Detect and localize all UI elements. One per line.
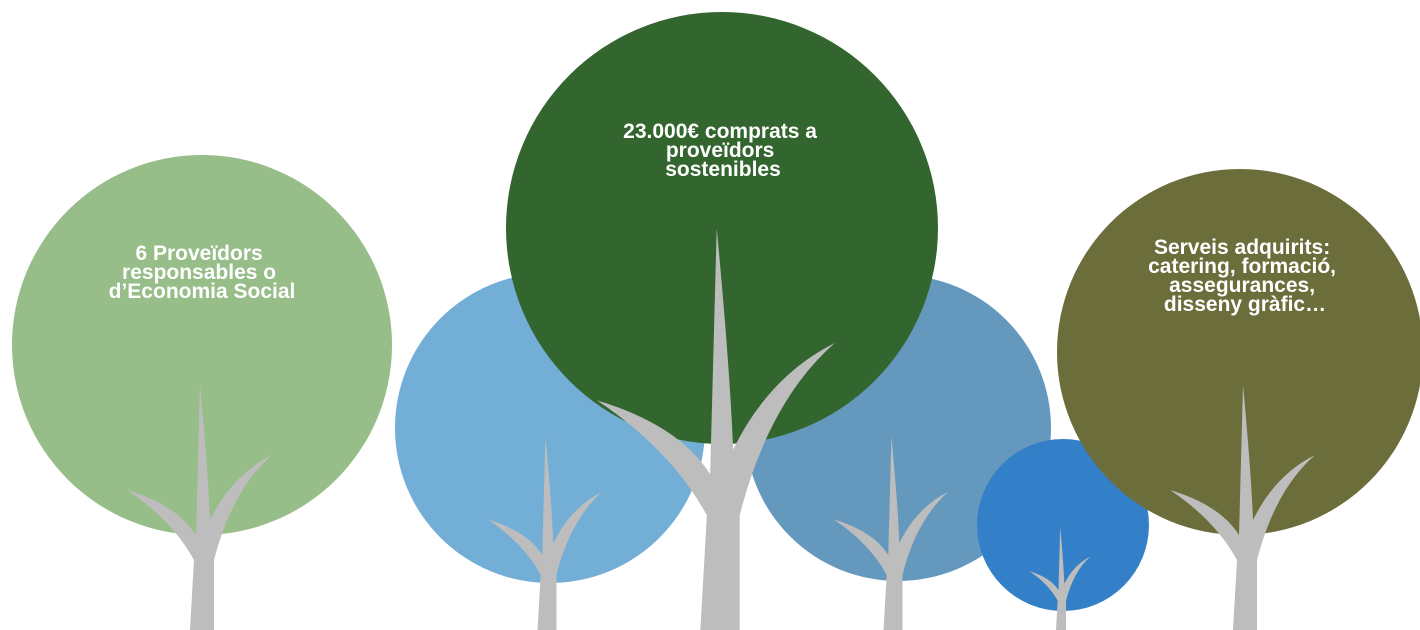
label-line: d’Economia Social bbox=[109, 280, 296, 303]
label-line: responsables o bbox=[122, 261, 276, 284]
tree-crown bbox=[977, 439, 1149, 611]
label-line: sostenibles bbox=[665, 158, 781, 181]
label-line: catering, formació, bbox=[1148, 255, 1336, 278]
label-line: proveïdors bbox=[666, 139, 775, 162]
label-line: disseny gràfic… bbox=[1164, 293, 1326, 316]
tree-crown bbox=[12, 155, 392, 535]
label-line: Serveis adquirits: bbox=[1154, 236, 1330, 259]
label-line: 6 Proveïdors bbox=[135, 242, 262, 265]
tree-crown bbox=[506, 12, 938, 444]
label: Serveis adquirits: catering, formació, a… bbox=[1148, 236, 1342, 316]
label: 6 Proveïdors responsables o d’Economia S… bbox=[109, 242, 296, 303]
label: 23.000€ comprats a proveïdors sostenible… bbox=[623, 120, 823, 181]
label-line: assegurances, bbox=[1169, 274, 1315, 297]
tree-crown bbox=[1057, 169, 1420, 535]
label-line: 23.000€ comprats a bbox=[623, 120, 817, 143]
